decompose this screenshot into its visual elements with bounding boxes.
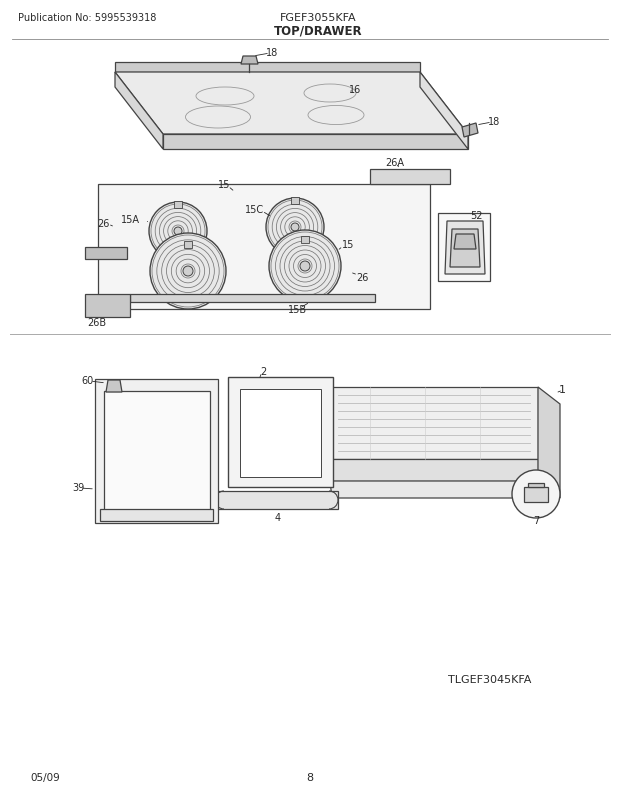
Polygon shape bbox=[85, 294, 130, 318]
Polygon shape bbox=[163, 135, 468, 150]
Polygon shape bbox=[445, 221, 485, 274]
Polygon shape bbox=[215, 492, 338, 509]
Text: 4: 4 bbox=[275, 512, 281, 522]
Bar bbox=[174, 202, 182, 209]
Text: 7: 7 bbox=[533, 516, 539, 525]
Polygon shape bbox=[524, 488, 548, 502]
Text: 2: 2 bbox=[260, 367, 266, 376]
Text: 8: 8 bbox=[306, 772, 314, 782]
Text: 15: 15 bbox=[218, 180, 230, 190]
Polygon shape bbox=[130, 294, 375, 302]
Polygon shape bbox=[420, 73, 468, 150]
Text: 18: 18 bbox=[266, 48, 278, 58]
Circle shape bbox=[183, 267, 193, 277]
Polygon shape bbox=[538, 387, 560, 498]
Text: TLGEF3045KFA: TLGEF3045KFA bbox=[448, 674, 532, 684]
Circle shape bbox=[300, 261, 310, 272]
Polygon shape bbox=[115, 63, 420, 73]
Polygon shape bbox=[330, 387, 538, 460]
Text: 1: 1 bbox=[559, 384, 565, 395]
Circle shape bbox=[512, 471, 560, 518]
Polygon shape bbox=[85, 248, 127, 260]
Circle shape bbox=[149, 203, 207, 261]
Text: FGEF3055KFA: FGEF3055KFA bbox=[280, 13, 356, 23]
Text: 26: 26 bbox=[97, 219, 109, 229]
Polygon shape bbox=[104, 391, 210, 513]
Text: Publication No: 5995539318: Publication No: 5995539318 bbox=[18, 13, 156, 23]
Bar bbox=[301, 237, 309, 244]
Polygon shape bbox=[98, 184, 430, 310]
Text: 16: 16 bbox=[349, 85, 361, 95]
Polygon shape bbox=[450, 229, 480, 268]
Circle shape bbox=[174, 228, 182, 236]
Polygon shape bbox=[95, 379, 218, 524]
Text: 60: 60 bbox=[82, 375, 94, 386]
Polygon shape bbox=[330, 460, 538, 481]
Text: 39: 39 bbox=[72, 482, 84, 492]
Polygon shape bbox=[241, 57, 258, 65]
Polygon shape bbox=[462, 124, 478, 138]
Polygon shape bbox=[454, 235, 476, 249]
Polygon shape bbox=[100, 509, 213, 521]
Text: 15C: 15C bbox=[246, 205, 265, 215]
Polygon shape bbox=[528, 484, 544, 488]
Polygon shape bbox=[370, 170, 450, 184]
Bar bbox=[184, 241, 192, 249]
Circle shape bbox=[150, 233, 226, 310]
Text: 26: 26 bbox=[356, 273, 368, 282]
Bar bbox=[240, 390, 321, 477]
Circle shape bbox=[291, 224, 299, 232]
Text: 26B: 26B bbox=[87, 318, 107, 327]
Polygon shape bbox=[115, 73, 163, 150]
Text: 15: 15 bbox=[342, 240, 354, 249]
Circle shape bbox=[269, 231, 341, 302]
Text: 52: 52 bbox=[470, 211, 482, 221]
Bar bbox=[228, 378, 333, 488]
Bar bbox=[438, 214, 490, 282]
Polygon shape bbox=[330, 481, 560, 498]
Text: 15B: 15B bbox=[288, 305, 308, 314]
Circle shape bbox=[266, 199, 324, 257]
Bar bbox=[291, 198, 299, 205]
Text: 15A: 15A bbox=[120, 215, 140, 225]
Text: 18: 18 bbox=[488, 117, 500, 127]
Polygon shape bbox=[115, 73, 468, 135]
Text: TOP/DRAWER: TOP/DRAWER bbox=[273, 25, 362, 38]
Text: 05/09: 05/09 bbox=[30, 772, 60, 782]
Polygon shape bbox=[106, 380, 122, 392]
Text: 26A: 26A bbox=[386, 158, 404, 168]
